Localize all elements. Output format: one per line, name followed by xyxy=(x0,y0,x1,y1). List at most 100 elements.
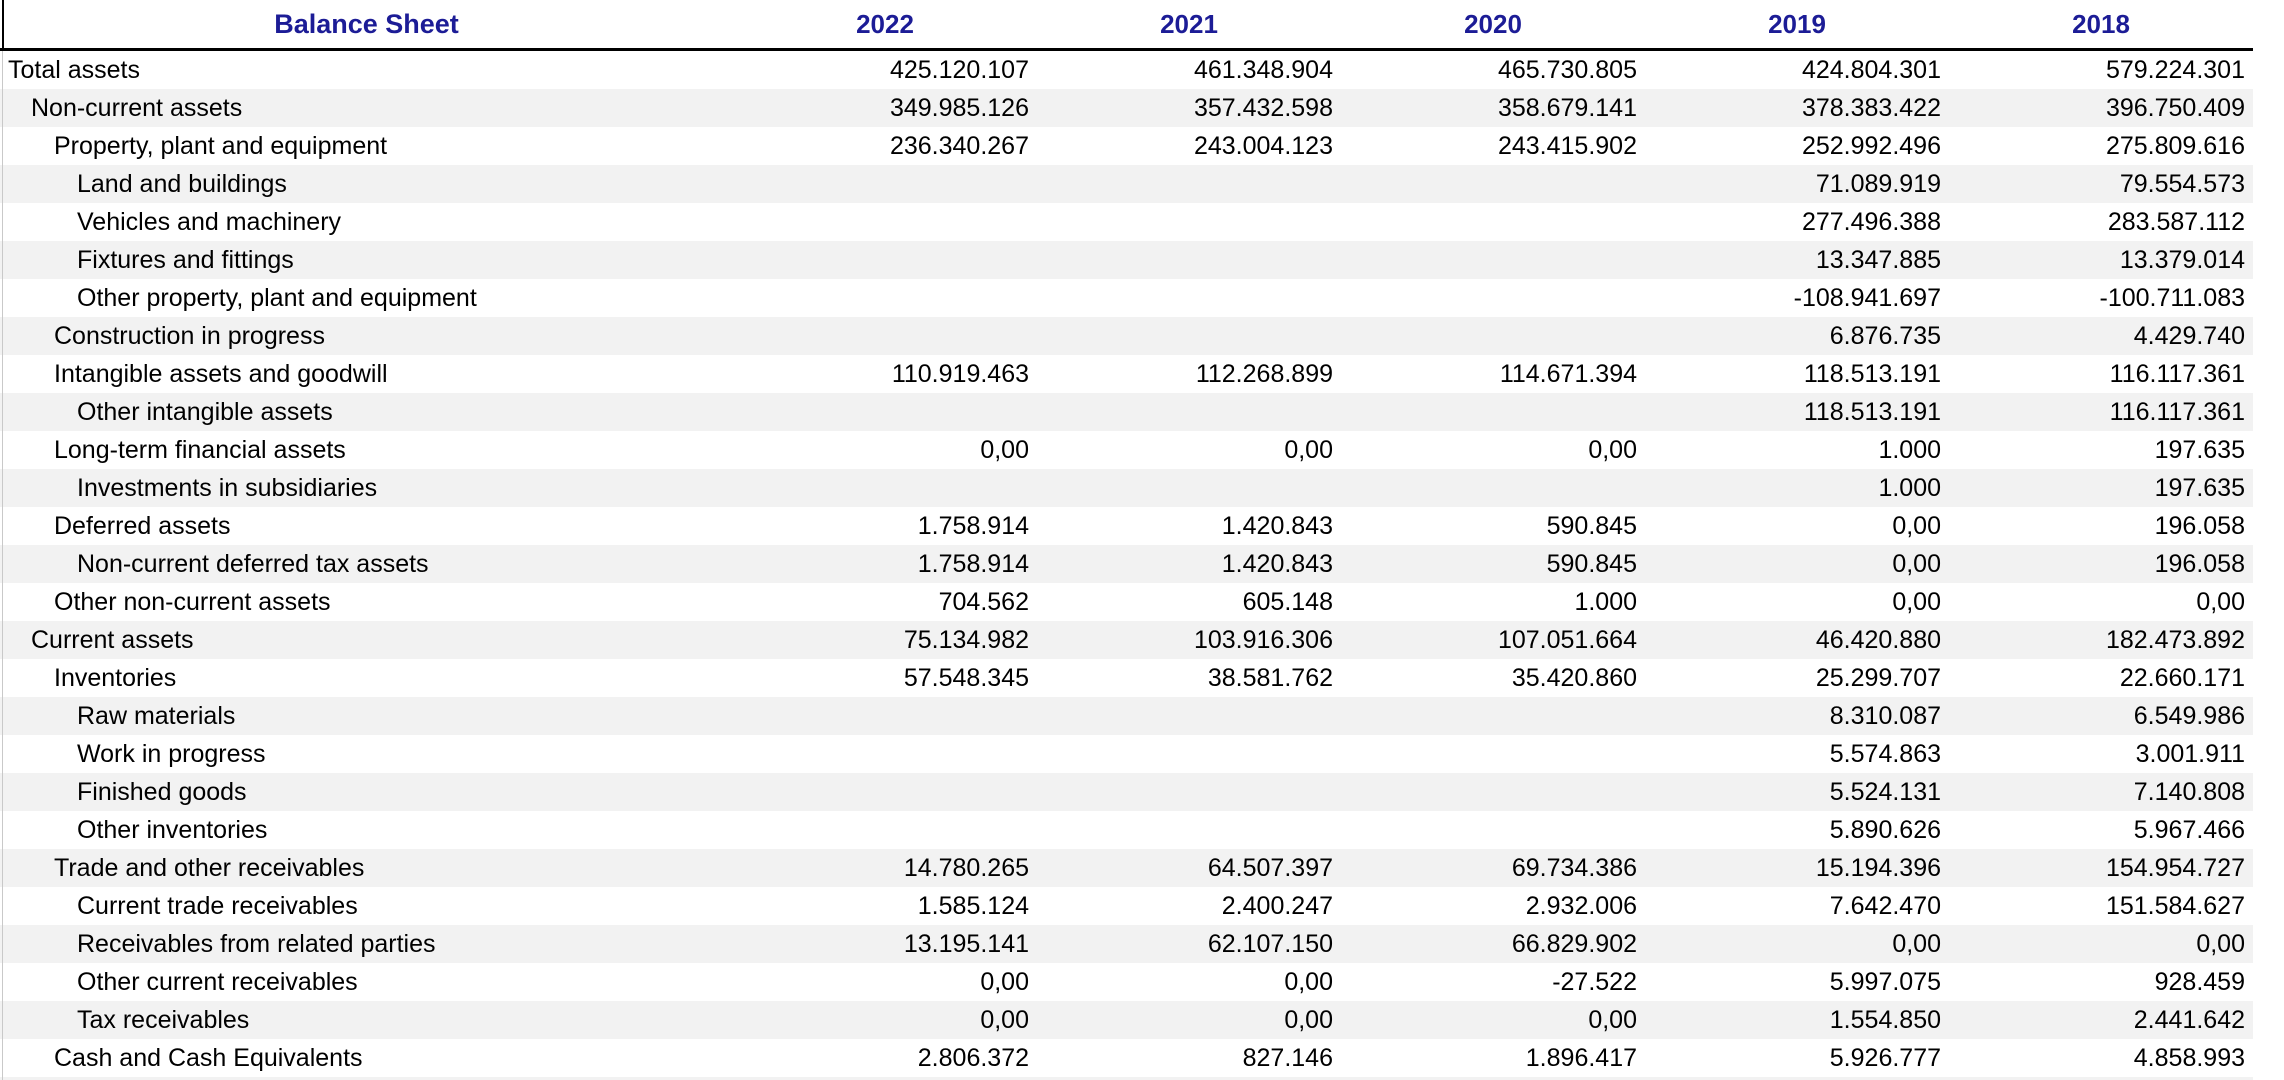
value-cell-2020[interactable] xyxy=(1341,241,1645,279)
value-cell-2018[interactable]: 579.224.301 xyxy=(2105,56,2245,84)
value-cell-2022[interactable] xyxy=(733,241,1037,279)
value-cell-2019[interactable]: 7.642.470 xyxy=(1829,892,1941,920)
value-cell-2022[interactable]: 349.985.126 xyxy=(889,94,1029,122)
value-cell-2020[interactable]: 1.000 xyxy=(1574,588,1637,616)
value-cell-2021[interactable] xyxy=(1037,203,1341,241)
value-cell-2020[interactable] xyxy=(1341,203,1645,241)
value-cell-2021[interactable] xyxy=(1037,393,1341,431)
value-cell-2019[interactable]: 5.997.075 xyxy=(1829,968,1941,996)
value-cell-2021[interactable] xyxy=(1037,317,1341,355)
value-cell-2022[interactable] xyxy=(733,317,1037,355)
value-cell-2019[interactable]: 1.554.850 xyxy=(1829,1006,1941,1034)
value-cell-2019[interactable]: 378.383.422 xyxy=(1801,94,1941,122)
value-cell-2019[interactable]: 13.347.885 xyxy=(1815,246,1941,274)
value-cell-2022[interactable]: 110.919.463 xyxy=(891,360,1029,388)
value-cell-2021[interactable]: 243.004.123 xyxy=(1193,132,1333,160)
value-cell-2020[interactable]: 358.679.141 xyxy=(1497,94,1637,122)
row-label-cell[interactable]: Intangible assets and goodwill xyxy=(54,360,388,388)
value-cell-2018[interactable]: -100.711.083 xyxy=(2099,284,2246,312)
value-cell-2022[interactable]: 425.120.107 xyxy=(889,56,1029,84)
value-cell-2021[interactable] xyxy=(1037,773,1341,811)
table-title[interactable]: Balance Sheet xyxy=(274,8,459,39)
value-cell-2019[interactable]: 424.804.301 xyxy=(1801,56,1941,84)
value-cell-2021[interactable]: 1.420.843 xyxy=(1221,550,1333,578)
value-cell-2022[interactable]: 1.585.124 xyxy=(917,892,1029,920)
value-cell-2021[interactable]: 62.107.150 xyxy=(1207,930,1333,958)
value-cell-2021[interactable]: 103.916.306 xyxy=(1193,626,1333,654)
value-cell-2018[interactable]: 13.379.014 xyxy=(2119,246,2245,274)
value-cell-2022[interactable]: 0,00 xyxy=(980,968,1029,996)
value-cell-2020[interactable] xyxy=(1341,773,1645,811)
value-cell-2022[interactable] xyxy=(733,203,1037,241)
value-cell-2020[interactable]: 35.420.860 xyxy=(1511,664,1637,692)
value-cell-2018[interactable]: 182.473.892 xyxy=(2105,626,2245,654)
value-cell-2018[interactable]: 196.058 xyxy=(2154,550,2245,578)
value-cell-2019[interactable]: 46.420.880 xyxy=(1815,626,1941,654)
value-cell-2021[interactable] xyxy=(1037,241,1341,279)
value-cell-2022[interactable]: 1.758.914 xyxy=(917,550,1029,578)
value-cell-2021[interactable] xyxy=(1037,735,1341,773)
value-cell-2018[interactable]: 3.001.911 xyxy=(2135,740,2245,768)
value-cell-2021[interactable]: 357.432.598 xyxy=(1193,94,1333,122)
row-label-cell[interactable]: Non-current deferred tax assets xyxy=(77,550,429,578)
value-cell-2020[interactable]: 2.932.006 xyxy=(1525,892,1637,920)
row-label-cell[interactable]: Total assets xyxy=(8,56,141,84)
value-cell-2019[interactable]: 6.876.735 xyxy=(1829,322,1941,350)
value-cell-2022[interactable] xyxy=(733,469,1037,507)
value-cell-2022[interactable] xyxy=(733,165,1037,203)
value-cell-2019[interactable]: 25.299.707 xyxy=(1815,664,1941,692)
column-header-year-2018[interactable]: 2018 xyxy=(2072,8,2130,39)
value-cell-2021[interactable] xyxy=(1037,469,1341,507)
value-cell-2018[interactable]: 79.554.573 xyxy=(2119,170,2245,198)
value-cell-2020[interactable]: 0,00 xyxy=(1588,436,1637,464)
value-cell-2021[interactable] xyxy=(1037,697,1341,735)
value-cell-2020[interactable] xyxy=(1341,279,1645,317)
value-cell-2022[interactable]: 14.780.265 xyxy=(903,854,1029,882)
value-cell-2018[interactable]: 22.660.171 xyxy=(2119,664,2245,692)
value-cell-2020[interactable] xyxy=(1341,165,1645,203)
row-label-cell[interactable]: Fixtures and fittings xyxy=(77,246,294,274)
value-cell-2020[interactable]: 465.730.805 xyxy=(1497,56,1637,84)
value-cell-2021[interactable] xyxy=(1037,811,1341,849)
value-cell-2020[interactable]: 107.051.664 xyxy=(1497,626,1637,654)
value-cell-2019[interactable]: 5.574.863 xyxy=(1829,740,1941,768)
value-cell-2019[interactable]: 1.000 xyxy=(1878,474,1941,502)
row-label-cell[interactable]: Trade and other receivables xyxy=(54,854,365,882)
value-cell-2021[interactable] xyxy=(1037,165,1341,203)
value-cell-2020[interactable] xyxy=(1341,811,1645,849)
value-cell-2020[interactable]: 243.415.902 xyxy=(1497,132,1637,160)
value-cell-2018[interactable]: 928.459 xyxy=(2154,968,2245,996)
value-cell-2020[interactable]: 69.734.386 xyxy=(1511,854,1637,882)
value-cell-2020[interactable]: 590.845 xyxy=(1546,550,1637,578)
value-cell-2021[interactable]: 112.268.899 xyxy=(1195,360,1333,388)
value-cell-2019[interactable]: 5.926.777 xyxy=(1829,1044,1941,1072)
value-cell-2022[interactable]: 2.806.372 xyxy=(917,1044,1029,1072)
row-label-cell[interactable]: Other intangible assets xyxy=(77,398,333,426)
value-cell-2021[interactable]: 0,00 xyxy=(1284,1006,1333,1034)
value-cell-2018[interactable]: 0,00 xyxy=(2196,930,2245,958)
value-cell-2019[interactable]: 15.194.396 xyxy=(1815,854,1941,882)
row-label-cell[interactable]: Non-current assets xyxy=(31,94,243,122)
column-header-year-2021[interactable]: 2021 xyxy=(1160,8,1218,39)
value-cell-2018[interactable]: 151.584.627 xyxy=(2105,892,2245,920)
value-cell-2022[interactable]: 13.195.141 xyxy=(903,930,1029,958)
value-cell-2021[interactable]: 461.348.904 xyxy=(1193,56,1333,84)
value-cell-2020[interactable]: 114.671.394 xyxy=(1499,360,1637,388)
value-cell-2018[interactable]: 154.954.727 xyxy=(2105,854,2245,882)
value-cell-2018[interactable]: 275.809.616 xyxy=(2105,132,2245,160)
value-cell-2022[interactable] xyxy=(733,393,1037,431)
value-cell-2021[interactable] xyxy=(1037,279,1341,317)
value-cell-2019[interactable]: 0,00 xyxy=(1892,550,1941,578)
row-label-cell[interactable]: Current assets xyxy=(31,626,194,654)
row-label-cell[interactable]: Cash and Cash Equivalents xyxy=(54,1044,363,1072)
row-label-cell[interactable]: Raw materials xyxy=(77,702,236,730)
value-cell-2019[interactable]: 5.890.626 xyxy=(1829,816,1941,844)
value-cell-2022[interactable]: 0,00 xyxy=(980,436,1029,464)
value-cell-2022[interactable]: 75.134.982 xyxy=(903,626,1029,654)
value-cell-2018[interactable]: 2.441.642 xyxy=(2133,1006,2245,1034)
row-label-cell[interactable]: Land and buildings xyxy=(77,170,287,198)
value-cell-2018[interactable]: 283.587.112 xyxy=(2107,208,2245,236)
row-label-cell[interactable]: Other non-current assets xyxy=(54,588,331,616)
row-label-cell[interactable]: Receivables from related parties xyxy=(77,930,436,958)
value-cell-2019[interactable]: 5.524.131 xyxy=(1829,778,1941,806)
